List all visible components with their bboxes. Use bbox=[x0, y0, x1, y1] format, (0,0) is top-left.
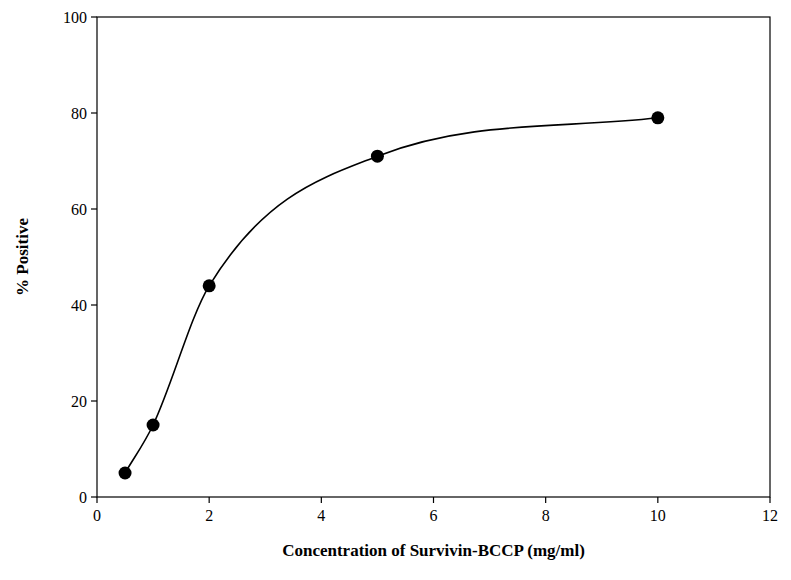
x-tick bbox=[545, 497, 546, 503]
x-tick bbox=[657, 497, 658, 503]
x-tick bbox=[96, 497, 97, 503]
data-line bbox=[125, 118, 658, 473]
y-tick-label: 40 bbox=[71, 297, 87, 314]
x-tick-label: 2 bbox=[205, 507, 213, 524]
data-point bbox=[119, 467, 132, 480]
x-tick-label: 8 bbox=[542, 507, 550, 524]
y-tick-label: 20 bbox=[71, 393, 87, 410]
y-tick-label: 60 bbox=[71, 201, 87, 218]
y-tick bbox=[91, 304, 97, 305]
x-tick bbox=[321, 497, 322, 503]
x-tick-label: 10 bbox=[650, 507, 666, 524]
y-tick bbox=[91, 496, 97, 497]
y-tick bbox=[91, 400, 97, 401]
data-point bbox=[203, 279, 216, 292]
x-axis-title: Concentration of Survivin-BCCP (mg/ml) bbox=[282, 541, 585, 560]
y-tick-label: 0 bbox=[79, 489, 87, 506]
x-tick-label: 0 bbox=[93, 507, 101, 524]
x-tick-label: 6 bbox=[430, 507, 438, 524]
y-axis-title: % Positive bbox=[13, 218, 32, 296]
chart-container: 0 2 4 6 8 10 12 0 20 40 60 80 100 Concentration of Su… bbox=[0, 0, 791, 580]
y-tick-label: 100 bbox=[63, 9, 87, 26]
x-tick-label: 12 bbox=[762, 507, 778, 524]
chart-svg: 0 2 4 6 8 10 12 0 20 40 60 80 100 Concentration of Su… bbox=[0, 0, 791, 580]
x-tick bbox=[769, 497, 770, 503]
x-tick bbox=[209, 497, 210, 503]
x-tick bbox=[433, 497, 434, 503]
data-group bbox=[119, 111, 665, 479]
y-tick bbox=[91, 16, 97, 17]
data-point bbox=[371, 150, 384, 163]
data-point bbox=[651, 111, 664, 124]
x-tick-label: 4 bbox=[317, 507, 325, 524]
plot-frame bbox=[97, 17, 770, 497]
y-tick-label: 80 bbox=[71, 105, 87, 122]
data-point bbox=[147, 419, 160, 432]
y-tick bbox=[91, 112, 97, 113]
y-tick bbox=[91, 208, 97, 209]
